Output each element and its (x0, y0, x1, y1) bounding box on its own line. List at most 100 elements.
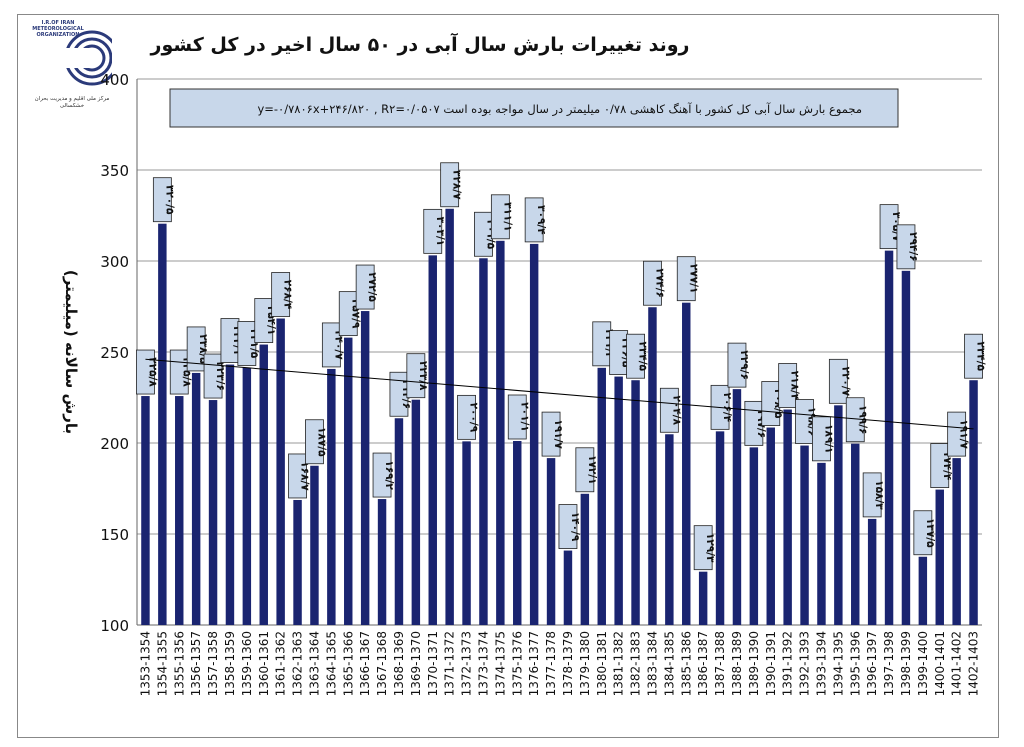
bar (191, 372, 201, 625)
y-tick-label: 200 (100, 435, 129, 453)
data-label-box (423, 208, 443, 254)
data-label: ۲۷۴/۶ (653, 268, 665, 297)
logo-text-fa: مرکز ملی اقلیم و مدیریت بحران خشکسالی (34, 96, 110, 109)
x-tick-label: 1387-1388 (713, 631, 727, 696)
data-label-box (828, 358, 848, 404)
bar (394, 418, 404, 625)
data-label-box (338, 291, 358, 337)
x-tick-label: 1398-1399 (899, 631, 913, 696)
x-tick-label: 1371-1372 (443, 631, 457, 696)
y-tick-label: 250 (100, 344, 129, 362)
bar (479, 258, 488, 625)
bar (614, 376, 623, 625)
data-label-box (355, 264, 375, 310)
data-label: ۲۳۴/۵ (975, 341, 987, 371)
y-tick-label: 300 (100, 253, 129, 271)
data-label-box (440, 162, 460, 208)
data-label-box (524, 197, 544, 243)
x-tick-label: 1393-1394 (814, 631, 828, 696)
bar (496, 240, 505, 625)
bar (529, 243, 539, 625)
x-tick-label: 1377-1378 (544, 631, 558, 696)
x-tick-label: 1401-1402 (950, 631, 964, 696)
logo-text-en: I.R.OF IRAN METEOROLOGICAL ORGANIZATION (32, 20, 84, 38)
bar (648, 307, 657, 625)
data-label: ۳۰۹/۴ (535, 205, 547, 235)
x-tick-label: 1353-1354 (138, 631, 152, 696)
bar (665, 434, 674, 625)
data-label-box (558, 504, 578, 549)
bar (377, 499, 387, 625)
data-label-box (812, 416, 831, 462)
data-label: ۲۰۱/۱ (518, 402, 530, 431)
bar (310, 465, 319, 625)
bar (293, 499, 302, 625)
bar (817, 462, 826, 625)
bar (208, 400, 218, 625)
data-label-box (896, 224, 916, 270)
data-label: ۳۲۸/۷ (451, 170, 463, 200)
x-tick-label: 1354-1355 (155, 631, 169, 696)
data-label: ۲۶۸/۴ (282, 280, 294, 310)
data-label: ۱۹۱/۷ (552, 419, 564, 449)
bar (175, 396, 184, 625)
data-label-box (541, 411, 561, 457)
bar (783, 409, 792, 625)
bar (749, 447, 759, 625)
data-label-box (136, 349, 155, 395)
x-tick-label: 1386-1387 (696, 631, 710, 696)
bar (141, 396, 150, 625)
bar (715, 431, 725, 625)
data-label-box (372, 452, 392, 498)
data-label: ۲۲۳/۶ (214, 361, 226, 390)
x-tick-label: 1389-1390 (747, 631, 761, 696)
x-tick-label: 1374-1375 (493, 631, 507, 696)
bar (918, 556, 928, 625)
organization-logo: I.R.OF IRAN METEOROLOGICAL ORGANIZATION … (22, 18, 120, 118)
data-label: ۱۸۷/۵ (315, 427, 327, 457)
x-tick-label: 1358-1359 (223, 631, 237, 696)
x-tick-label: 1370-1371 (426, 631, 440, 696)
bar (935, 489, 944, 625)
y-axis-title: بارش سالانه (میلیمتر) (62, 270, 80, 434)
chart-title: روند تغییرات بارش سال آبی در ۵۰ سال اخیر… (150, 34, 690, 56)
bar (360, 311, 370, 625)
x-tick-label: 1373-1374 (476, 631, 490, 696)
x-tick-label: 1367-1368 (375, 631, 389, 696)
bar (259, 344, 268, 625)
data-label-box (254, 298, 274, 343)
x-tick-label: 1397-1398 (882, 631, 896, 696)
x-tick-label: 1399-1400 (916, 631, 930, 696)
bar (631, 380, 640, 625)
bar (276, 318, 285, 625)
x-tick-label: 1366-1367 (358, 631, 372, 696)
bar (462, 441, 471, 625)
x-tick-label: 1391-1392 (781, 631, 795, 696)
bar (242, 367, 252, 625)
data-label-box (947, 411, 967, 457)
y-tick-label: 100 (100, 617, 129, 635)
x-tick-label: 1384-1385 (662, 631, 676, 696)
data-label: ۱۳۷/۵ (924, 518, 936, 548)
bar (969, 380, 978, 625)
x-tick-label: 1362-1363 (291, 631, 305, 696)
bar (597, 367, 606, 625)
data-label: ۱۴۰/۹ (569, 512, 581, 542)
x-tick-label: 1379-1380 (578, 631, 592, 696)
data-label-box (862, 472, 882, 518)
x-tick-label: 1364-1365 (324, 631, 338, 696)
x-tick-label: 1392-1393 (798, 631, 812, 696)
data-label: ۱۵۸/۳ (873, 480, 885, 510)
x-tick-label: 1383-1384 (645, 631, 659, 696)
data-label-box (778, 363, 798, 408)
annotation-box (169, 88, 899, 128)
data-label: ۲۰۰/۹ (468, 403, 480, 433)
x-tick-label: 1378-1379 (561, 631, 575, 696)
data-label-box (305, 419, 324, 465)
bar (732, 389, 742, 625)
data-label-box (457, 394, 476, 440)
x-tick-label: 1361-1362 (274, 631, 288, 696)
data-label: ۲۷۲/۵ (366, 272, 378, 302)
x-tick-label: 1400-1401 (933, 631, 947, 696)
x-tick-label: 1385-1386 (679, 631, 693, 696)
